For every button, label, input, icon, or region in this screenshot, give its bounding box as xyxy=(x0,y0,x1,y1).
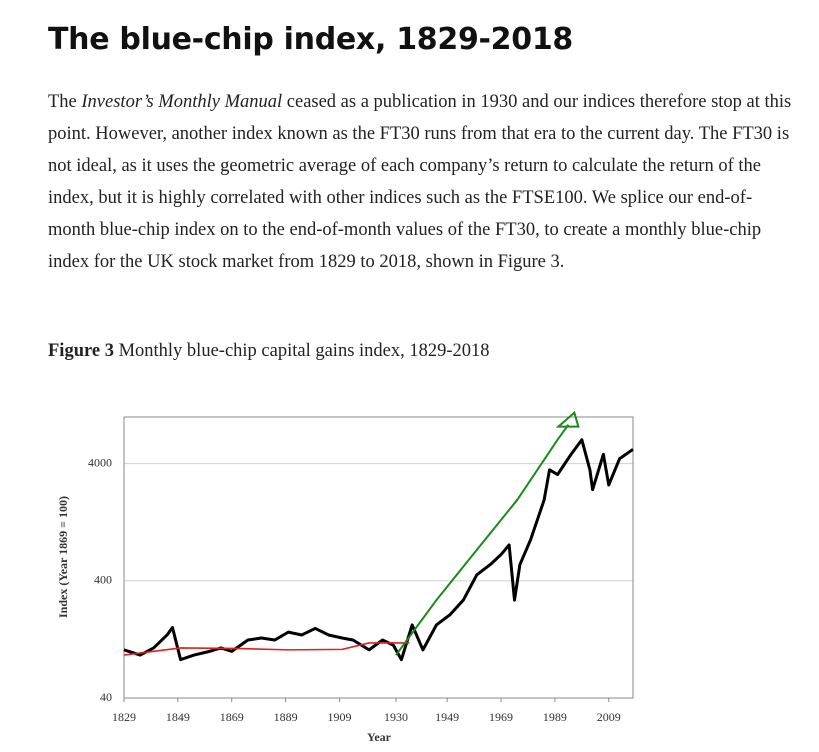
y-axis-label: Index (Year 1869 = 100) xyxy=(56,496,70,618)
x-tick-label: 1969 xyxy=(489,710,513,724)
x-tick-label: 1829 xyxy=(112,710,136,724)
figure-caption: Figure 3 Monthly blue-chip capital gains… xyxy=(48,336,490,366)
text: ceased as a publication in 1930 and our … xyxy=(48,92,792,272)
title: The blue-chip index, 1829-2018 xyxy=(48,22,573,57)
x-axis-label: Year xyxy=(367,730,392,744)
x-tick-label: 1930 xyxy=(384,710,408,724)
x-tick-label: 1889 xyxy=(274,710,298,724)
arrow-head xyxy=(555,410,580,428)
y-tick-label: 40 xyxy=(100,690,112,704)
paragraph: The Investor’s Monthly Manual ceased as … xyxy=(48,86,793,278)
caption-text: Monthly blue-chip capital gains index, 1… xyxy=(113,341,490,361)
x-tick-label: 1989 xyxy=(543,710,567,724)
text: The xyxy=(48,92,82,112)
x-tick-label: 1949 xyxy=(435,710,459,724)
y-tick-label: 400 xyxy=(94,573,112,587)
x-tick-label: 2009 xyxy=(597,710,621,724)
figure-label: Figure 3 xyxy=(48,341,114,361)
line xyxy=(395,424,570,656)
y-tick-label: 4000 xyxy=(88,455,112,469)
x-tick-label: 1869 xyxy=(220,710,244,724)
x-tick-label: 1909 xyxy=(327,710,351,724)
x-tick-label: 1849 xyxy=(166,710,190,724)
line xyxy=(123,438,634,662)
chart: Year Index (Year 1869 = 100) 40 400 4000 18… xyxy=(56,410,634,744)
italic-text: Investor’s Monthly Manual xyxy=(81,92,283,112)
plot-frame xyxy=(123,416,634,699)
line xyxy=(123,642,410,656)
